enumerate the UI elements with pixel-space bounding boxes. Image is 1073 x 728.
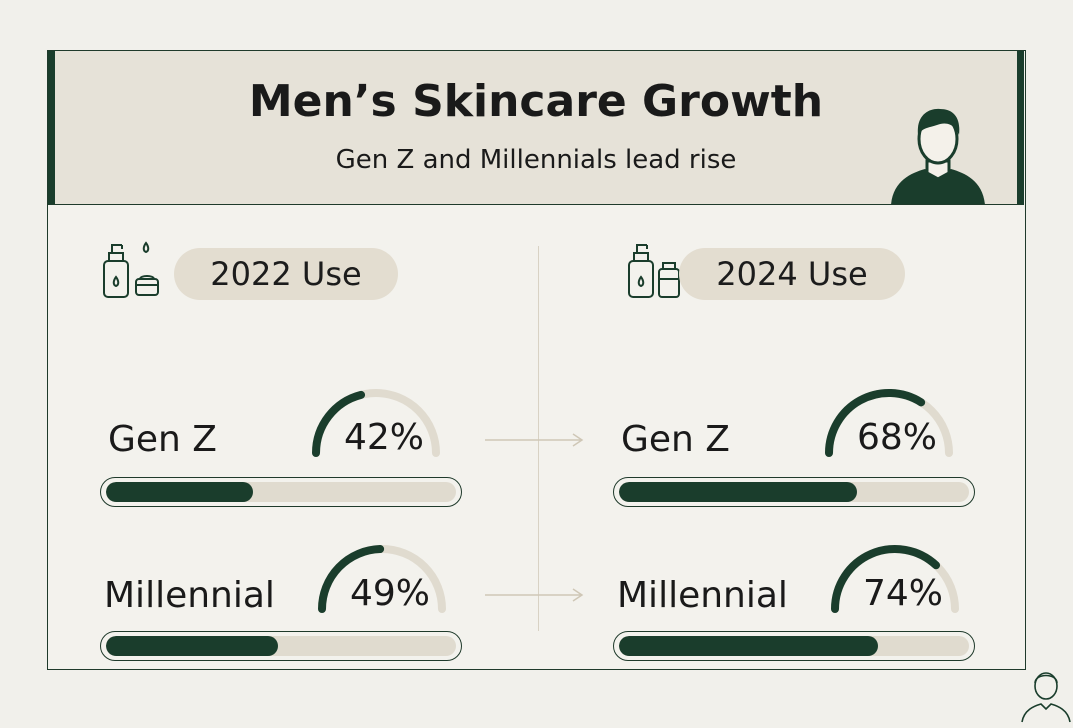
value-bar bbox=[100, 477, 462, 507]
column-2024: 2024 Use Gen Z Millennial 68% 74% bbox=[613, 205, 1053, 661]
gauge-arc bbox=[312, 389, 440, 457]
category-label: Millennial bbox=[617, 575, 788, 616]
year-pill: 2022 Use bbox=[174, 248, 398, 300]
chart-subtitle: Gen Z and Millennials lead rise bbox=[335, 145, 737, 175]
header-banner: Men’s Skincare Growth Gen Z and Millenni… bbox=[48, 51, 1024, 205]
value-label: 49% bbox=[349, 573, 430, 614]
gauge-arc bbox=[318, 545, 446, 613]
value-bar bbox=[613, 631, 975, 661]
value-label: 42% bbox=[343, 417, 424, 458]
category-label: Gen Z bbox=[108, 419, 217, 460]
value-bar bbox=[613, 477, 975, 507]
year-pill: 2024 Use bbox=[679, 248, 905, 300]
skincare-bottle-icon bbox=[103, 241, 159, 298]
category-label: Millennial bbox=[104, 575, 275, 616]
arrow-right-icon bbox=[485, 433, 584, 447]
gauge-fill bbox=[312, 390, 366, 457]
bar-track bbox=[619, 636, 969, 656]
value-label: 74% bbox=[862, 573, 943, 614]
arrow-right-icon bbox=[485, 588, 584, 602]
person-outline-icon bbox=[1016, 668, 1073, 728]
value-bar bbox=[100, 631, 462, 661]
gauge-fill bbox=[831, 545, 941, 613]
gauge-fill bbox=[318, 545, 385, 613]
infographic-card: Men’s Skincare Growth Gen Z and Millenni… bbox=[47, 50, 1071, 723]
gauge-arc bbox=[825, 389, 953, 457]
column-divider bbox=[538, 246, 539, 631]
person-icon bbox=[891, 108, 985, 204]
bar-fill bbox=[619, 636, 878, 656]
bar-track bbox=[106, 636, 456, 656]
value-label: 68% bbox=[856, 417, 937, 458]
gauge-fill bbox=[825, 389, 926, 457]
chart-title: Men’s Skincare Growth bbox=[248, 76, 824, 127]
skincare-bottle-icon bbox=[628, 244, 680, 298]
bar-track bbox=[106, 482, 456, 502]
category-label: Gen Z bbox=[621, 419, 730, 460]
bar-fill bbox=[619, 482, 857, 502]
bar-fill bbox=[106, 482, 253, 502]
gauge-arc bbox=[831, 545, 959, 613]
column-2022: 2022 Use Gen Z Millennial 42% 49% bbox=[100, 205, 584, 661]
bar-fill bbox=[106, 636, 278, 656]
bar-track bbox=[619, 482, 969, 502]
